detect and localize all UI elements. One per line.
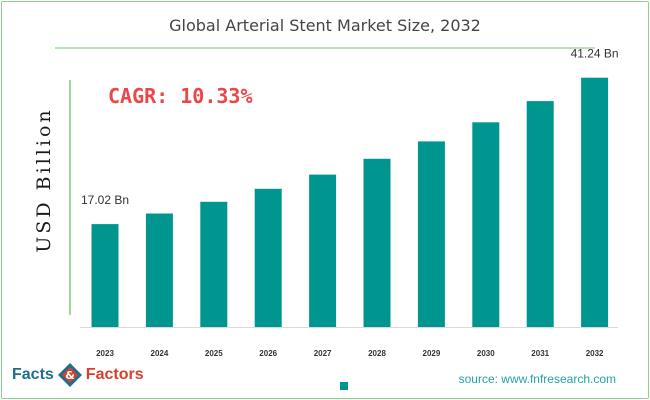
x-tick-label-2025: 2025: [205, 349, 223, 358]
chart-title: Global Arterial Stent Market Size, 2032: [169, 16, 481, 35]
bar-2028: [363, 158, 391, 327]
data-label-2032: 41.24 Bn: [571, 47, 619, 61]
bar-2031: [526, 101, 554, 327]
x-tick-label-2026: 2026: [259, 349, 277, 358]
brand-logo: Facts & Factors: [12, 360, 144, 390]
brand-word-factors: Factors: [85, 366, 144, 383]
bar-2030: [472, 122, 500, 327]
x-tick-label-2028: 2028: [368, 349, 386, 358]
title-divider: [55, 47, 595, 49]
bar-2023: [91, 224, 119, 327]
source-credit: source: www.fnfresearch.com: [458, 372, 616, 386]
x-tick-label-2031: 2031: [531, 349, 549, 358]
logo-connector: &: [65, 369, 75, 382]
x-tick-label-2024: 2024: [151, 349, 169, 358]
x-tick-label-2032: 2032: [586, 349, 604, 358]
bar-2024: [145, 213, 173, 327]
x-tick-label-2029: 2029: [423, 349, 441, 358]
brand-word-facts: Facts: [12, 366, 54, 383]
bar-2025: [200, 201, 228, 327]
bar-2029: [417, 141, 445, 327]
facts-factors-logo-icon: &: [57, 362, 83, 388]
data-label-2023: 17.02 Bn: [81, 193, 129, 207]
x-tick-label-2030: 2030: [477, 349, 495, 358]
cagr-annotation: CAGR: 10.33%: [108, 84, 253, 108]
x-tick-label-2027: 2027: [314, 349, 332, 358]
bar-2027: [309, 174, 337, 327]
bar-2032: [581, 77, 609, 327]
bar-2026: [254, 188, 282, 327]
legend: [340, 382, 352, 390]
x-tick-label-2023: 2023: [96, 349, 114, 358]
legend-swatch: [340, 382, 348, 390]
